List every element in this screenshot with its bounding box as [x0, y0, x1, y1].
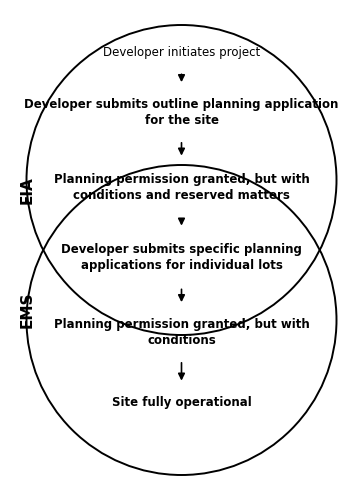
Text: Developer submits outline planning application
for the site: Developer submits outline planning appli…: [24, 98, 339, 127]
Text: Planning permission granted, but with
conditions and reserved matters: Planning permission granted, but with co…: [54, 173, 309, 202]
Text: Developer initiates project: Developer initiates project: [103, 46, 260, 59]
Text: Site fully operational: Site fully operational: [112, 396, 251, 409]
Text: Planning permission granted, but with
conditions: Planning permission granted, but with co…: [54, 318, 309, 347]
Text: EMS: EMS: [20, 292, 35, 328]
Text: EIA: EIA: [20, 176, 35, 204]
Text: Developer submits specific planning
applications for individual lots: Developer submits specific planning appl…: [61, 243, 302, 272]
